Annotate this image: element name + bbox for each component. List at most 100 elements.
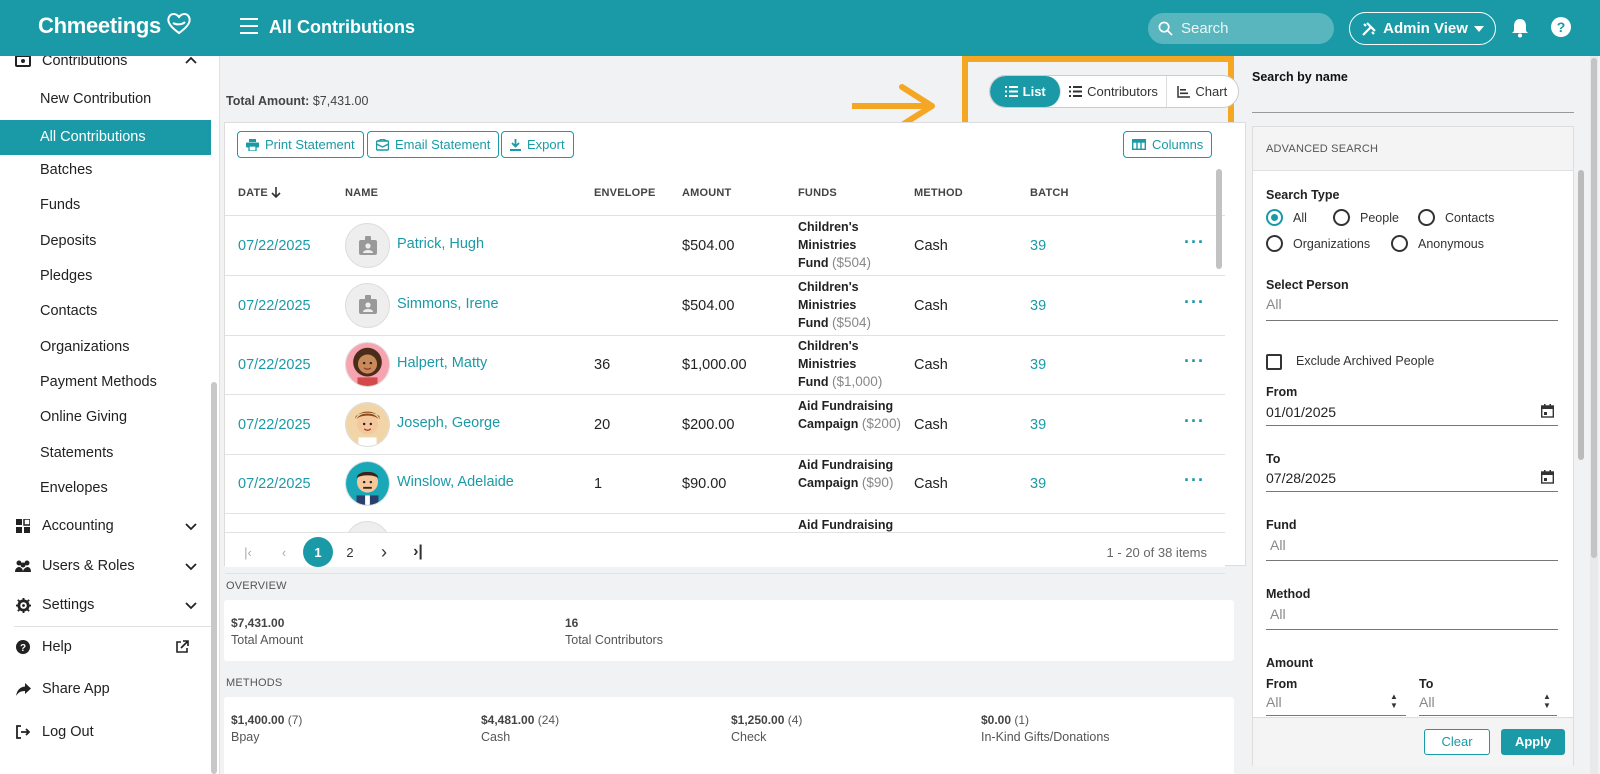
- exclude-archived-checkbox[interactable]: [1266, 354, 1282, 370]
- more-options-icon[interactable]: ···: [1184, 232, 1205, 252]
- export-button[interactable]: Export: [501, 131, 574, 158]
- cell-name[interactable]: Simmons, Irene: [397, 295, 499, 312]
- chevron-down-icon[interactable]: [185, 523, 197, 531]
- page-1-button[interactable]: 1: [303, 537, 333, 567]
- column-header-funds[interactable]: FUNDS: [798, 187, 837, 199]
- help-icon[interactable]: ?: [1551, 17, 1571, 37]
- column-header-name[interactable]: NAME: [345, 187, 379, 199]
- stepper-icon[interactable]: ▲ ▼: [1390, 692, 1398, 710]
- amount-to-input[interactable]: All: [1419, 694, 1435, 710]
- sidebar-section-settings[interactable]: Settings: [14, 597, 94, 613]
- column-header-date[interactable]: DATE: [238, 187, 281, 199]
- cell-name[interactable]: Patrick, Hugh: [397, 236, 485, 252]
- more-options-icon[interactable]: ···: [1184, 470, 1205, 490]
- page-2-button[interactable]: 2: [346, 544, 354, 560]
- email-statement-button[interactable]: Email Statement: [367, 131, 500, 158]
- cell-name[interactable]: Winslow, Adelaide: [397, 474, 514, 490]
- export-label: Export: [527, 137, 565, 152]
- cell-date[interactable]: 07/22/2025: [238, 297, 311, 314]
- table-row[interactable]: 07/22/2025 Patrick, Hugh $504.00 Children's…: [225, 216, 1225, 276]
- apply-button[interactable]: Apply: [1501, 729, 1565, 755]
- cell-date[interactable]: 07/22/2025: [238, 416, 311, 433]
- sidebar-section-contributions[interactable]: Contributions: [14, 56, 127, 69]
- global-search-input[interactable]: Search: [1148, 13, 1334, 44]
- sidebar-item-contacts[interactable]: Contacts: [40, 303, 98, 319]
- more-options-icon[interactable]: ···: [1184, 410, 1205, 431]
- sidebar-log-out[interactable]: Log Out: [14, 724, 94, 740]
- next-page-icon[interactable]: ›: [381, 541, 387, 562]
- columns-button[interactable]: Columns: [1123, 131, 1213, 158]
- cell-batch[interactable]: 39: [1030, 238, 1047, 254]
- sidebar-item-pledges[interactable]: Pledges: [40, 268, 93, 284]
- column-header-method[interactable]: METHOD: [914, 187, 963, 199]
- radio-all[interactable]: All: [1266, 209, 1307, 226]
- table-row[interactable]: 07/22/2025 Winslow, Adelaide 1 $90.00 Aid Fu…: [225, 454, 1225, 514]
- more-options-icon[interactable]: ···: [1184, 351, 1205, 371]
- cell-date[interactable]: 07/22/2025: [238, 238, 311, 254]
- sidebar-item-new-contribution[interactable]: New Contribution: [40, 91, 152, 107]
- select-person-value[interactable]: All: [1266, 296, 1282, 312]
- prev-page-icon[interactable]: ‹: [281, 544, 287, 560]
- table-row[interactable]: 07/22/2025 Halpert, Matty 36 $1,000.00 Child…: [225, 335, 1225, 395]
- admin-view-button[interactable]: Admin View: [1349, 12, 1496, 45]
- table-row[interactable]: 07/22/2025 Simmons, Irene $504.00 Children'…: [225, 276, 1225, 336]
- sidebar-item-all-contributions[interactable]: All Contributions: [0, 120, 211, 155]
- calendar-icon[interactable]: [1541, 470, 1554, 484]
- method-select[interactable]: All: [1270, 606, 1286, 622]
- table-row[interactable]: 07/22/2025 Joseph, George 20 $200.00 Aid Fun…: [225, 395, 1225, 455]
- sidebar-item-online-giving[interactable]: Online Giving: [40, 409, 128, 425]
- sidebar-item-envelopes[interactable]: Envelopes: [40, 480, 108, 496]
- tab-chart[interactable]: Chart: [1167, 76, 1238, 107]
- cell-batch[interactable]: 39: [1030, 357, 1047, 373]
- column-header-envelope[interactable]: ENVELOPE: [594, 187, 656, 199]
- cell-name[interactable]: Joseph, George: [397, 414, 501, 431]
- radio-organizations[interactable]: Organizations: [1266, 235, 1370, 252]
- page-scrollbar[interactable]: [1590, 56, 1598, 774]
- stepper-icon[interactable]: ▲ ▼: [1543, 692, 1551, 710]
- radio-people[interactable]: People: [1333, 209, 1399, 226]
- menu-icon[interactable]: [240, 18, 258, 34]
- print-statement-button[interactable]: Print Statement: [237, 131, 364, 158]
- cell-batch[interactable]: 39: [1030, 476, 1047, 492]
- clear-button[interactable]: Clear: [1424, 729, 1490, 755]
- sidebar-share-app[interactable]: Share App: [14, 681, 110, 697]
- sidebar-item-organizations[interactable]: Organizations: [40, 339, 130, 355]
- chevron-down-icon[interactable]: [185, 563, 197, 571]
- search-by-name-input[interactable]: [1252, 112, 1574, 113]
- calendar-icon[interactable]: [1541, 404, 1554, 418]
- radio-contacts[interactable]: Contacts: [1418, 209, 1494, 226]
- column-header-batch[interactable]: BATCH: [1030, 187, 1069, 199]
- first-page-icon[interactable]: |‹: [244, 544, 252, 560]
- sidebar-section-accounting[interactable]: Accounting: [14, 518, 114, 534]
- more-options-icon[interactable]: ···: [1184, 291, 1205, 312]
- column-header-amount[interactable]: AMOUNT: [682, 187, 732, 199]
- sidebar-section-users-roles[interactable]: Users & Roles: [14, 558, 135, 574]
- sidebar-item-payment-methods[interactable]: Payment Methods: [40, 374, 157, 390]
- sidebar-item-funds[interactable]: Funds: [40, 197, 81, 213]
- tab-contributors[interactable]: Contributors: [1061, 76, 1167, 107]
- to-date-input[interactable]: 07/28/2025: [1266, 470, 1337, 486]
- cell-date[interactable]: 07/22/2025: [238, 357, 311, 373]
- bell-icon[interactable]: [1511, 18, 1529, 38]
- sidebar-item-batches[interactable]: Batches: [40, 162, 93, 178]
- radio-anonymous[interactable]: Anonymous: [1391, 235, 1484, 252]
- sidebar-help[interactable]: ? Help: [14, 639, 72, 655]
- sidebar-item-statements[interactable]: Statements: [40, 445, 114, 461]
- amount-from-input[interactable]: All: [1266, 694, 1282, 710]
- cell-batch[interactable]: 39: [1030, 416, 1047, 433]
- cell-batch[interactable]: 39: [1030, 297, 1047, 314]
- sidebar-item-deposits[interactable]: Deposits: [40, 233, 97, 249]
- last-page-icon[interactable]: ›|: [413, 543, 423, 560]
- chevron-up-icon[interactable]: [185, 56, 197, 64]
- external-link-icon[interactable]: [175, 640, 189, 654]
- tab-list[interactable]: List: [990, 76, 1062, 107]
- sidebar-scrollbar[interactable]: [211, 382, 217, 774]
- cell-name[interactable]: Halpert, Matty: [397, 355, 488, 371]
- chevron-down-icon[interactable]: [185, 602, 197, 610]
- from-date-input[interactable]: 01/01/2025: [1266, 404, 1337, 420]
- cell-date[interactable]: 07/22/2025: [238, 476, 311, 492]
- search-panel-scrollbar[interactable]: [1578, 170, 1584, 460]
- fund-select[interactable]: All: [1270, 537, 1286, 553]
- table-scrollbar[interactable]: [1216, 169, 1222, 269]
- app-logo[interactable]: Chmeetings: [38, 13, 193, 39]
